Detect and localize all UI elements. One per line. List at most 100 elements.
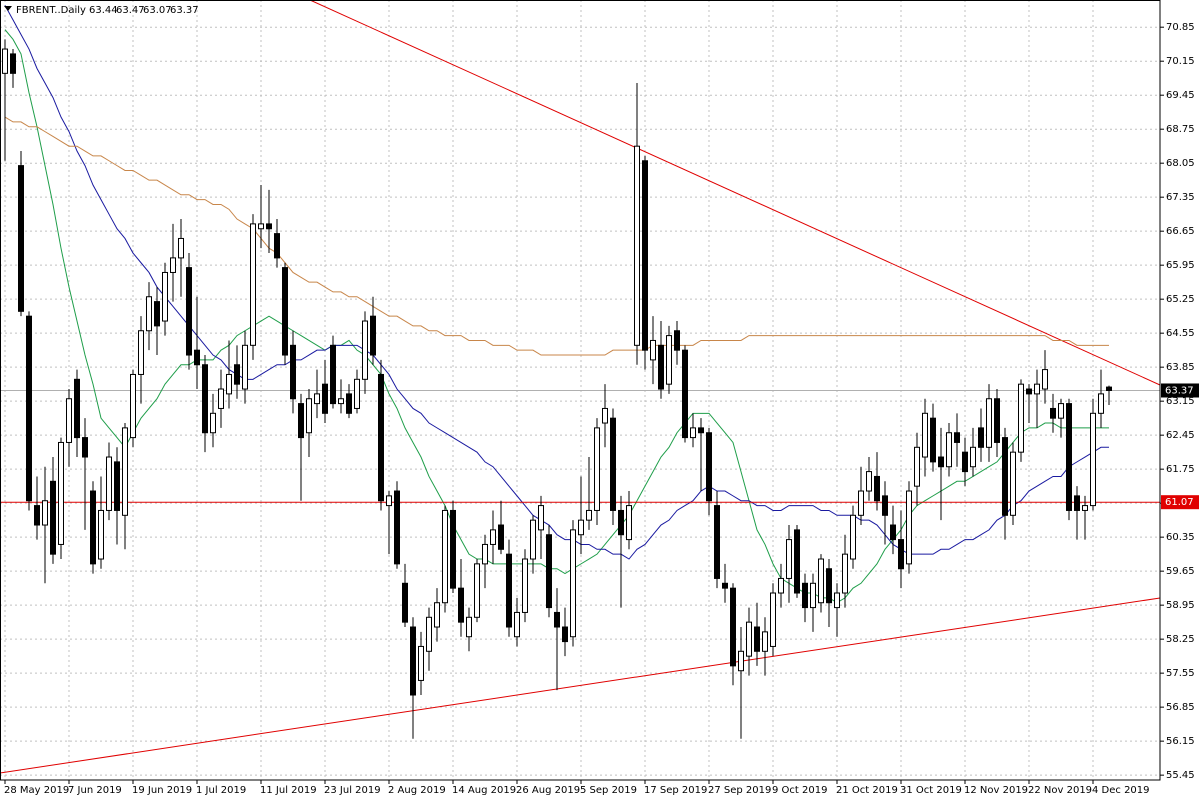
header-value: 63.37 bbox=[170, 5, 199, 16]
candle-body bbox=[58, 441, 64, 545]
candle-body bbox=[170, 257, 176, 273]
candle-body bbox=[202, 364, 208, 434]
candle-body bbox=[1002, 437, 1008, 516]
candle-body bbox=[978, 427, 984, 448]
header-value: 63.47 bbox=[116, 5, 145, 16]
candle-body bbox=[674, 330, 680, 351]
candle-body bbox=[194, 349, 200, 366]
candle-body bbox=[1090, 412, 1096, 507]
candle-body bbox=[218, 388, 224, 409]
candle-body bbox=[530, 519, 536, 560]
candle-body bbox=[250, 223, 256, 346]
y-tick-label: 66.65 bbox=[1166, 226, 1195, 237]
trend-line-upper bbox=[309, 0, 1161, 386]
plot-frame bbox=[0, 0, 1161, 781]
candle-body bbox=[818, 558, 824, 604]
candle-body bbox=[538, 505, 544, 531]
candle-body bbox=[346, 393, 352, 414]
candle-body bbox=[442, 509, 448, 604]
x-tick-label: 11 Jul 2019 bbox=[260, 785, 317, 796]
candle-body bbox=[282, 267, 288, 356]
x-tick-label: 19 Jun 2019 bbox=[132, 785, 192, 796]
trend-line-lower bbox=[0, 597, 1161, 774]
candle-body bbox=[98, 509, 104, 560]
candle-body bbox=[106, 456, 112, 511]
candle-body bbox=[10, 53, 16, 74]
candle-body bbox=[634, 145, 640, 346]
candle-body bbox=[18, 165, 24, 312]
candle-body bbox=[482, 543, 488, 565]
candle-body bbox=[658, 344, 664, 390]
candle-body bbox=[154, 301, 160, 327]
x-tick-label: 22 Nov 2019 bbox=[1028, 785, 1092, 796]
candle-body bbox=[314, 393, 320, 405]
header-value: 63.07 bbox=[143, 5, 172, 16]
x-tick-label: 4 Dec 2019 bbox=[1092, 785, 1150, 796]
candle-body bbox=[2, 48, 8, 74]
candle-body bbox=[178, 237, 184, 259]
candle-body bbox=[786, 539, 792, 579]
candle-body bbox=[1050, 407, 1056, 419]
candle-body bbox=[50, 480, 56, 555]
candle-body bbox=[26, 315, 32, 502]
candle-body bbox=[930, 417, 936, 463]
candle-body bbox=[970, 446, 976, 468]
candle-body bbox=[898, 539, 904, 570]
menu-triangle[interactable] bbox=[4, 6, 12, 11]
candle-body bbox=[650, 339, 656, 361]
candle-body bbox=[42, 500, 48, 526]
candle-body bbox=[386, 495, 392, 507]
candle-body bbox=[554, 611, 560, 628]
candle-body bbox=[1010, 451, 1016, 516]
moving-average-line bbox=[4, 116, 1109, 356]
candle-body bbox=[82, 437, 88, 458]
x-tick-label: 14 Aug 2019 bbox=[452, 785, 516, 796]
x-tick-label: 5 Sep 2019 bbox=[580, 785, 637, 796]
candle-body bbox=[474, 563, 480, 618]
candle-body bbox=[306, 398, 312, 434]
x-tick-label: 2 Aug 2019 bbox=[388, 785, 446, 796]
candle-body bbox=[1106, 386, 1112, 391]
candle-body bbox=[570, 529, 576, 638]
candle-body bbox=[954, 432, 960, 443]
candle-body bbox=[834, 592, 840, 609]
y-tick-label: 57.55 bbox=[1166, 668, 1195, 679]
candle-body bbox=[562, 626, 568, 643]
candle-body bbox=[258, 223, 264, 230]
y-tick-label: 60.35 bbox=[1166, 532, 1195, 543]
candle-body bbox=[434, 602, 440, 628]
candle-body bbox=[274, 233, 280, 259]
candle-body bbox=[362, 320, 368, 380]
candle-body bbox=[866, 471, 872, 492]
candle-body bbox=[410, 626, 416, 696]
candle-body bbox=[378, 373, 384, 502]
candle-body bbox=[946, 432, 952, 468]
level-label: 61.07 bbox=[1165, 497, 1194, 508]
candle-body bbox=[322, 383, 328, 414]
candle-body bbox=[330, 344, 336, 405]
candle-body bbox=[762, 631, 768, 652]
candle-body bbox=[74, 378, 80, 439]
candle-body bbox=[986, 398, 992, 448]
candle-body bbox=[522, 558, 528, 613]
candle-body bbox=[122, 427, 128, 516]
y-tick-label: 62.45 bbox=[1166, 430, 1195, 441]
candle-body bbox=[138, 330, 144, 375]
candle-body bbox=[146, 296, 152, 332]
candle-body bbox=[242, 344, 248, 390]
y-tick-label: 68.05 bbox=[1166, 158, 1195, 169]
candle-body bbox=[938, 456, 944, 468]
candle-body bbox=[642, 160, 648, 351]
candle-body bbox=[1018, 383, 1024, 453]
candle-body bbox=[546, 534, 552, 609]
candle-body bbox=[298, 403, 304, 439]
candle-body bbox=[610, 417, 616, 511]
candle-body bbox=[770, 592, 776, 647]
candle-body bbox=[714, 505, 720, 579]
candle-body bbox=[90, 490, 96, 565]
candle-body bbox=[578, 519, 584, 536]
candle-body bbox=[1066, 403, 1072, 511]
grid bbox=[0, 0, 1160, 780]
candle-body bbox=[266, 223, 272, 230]
